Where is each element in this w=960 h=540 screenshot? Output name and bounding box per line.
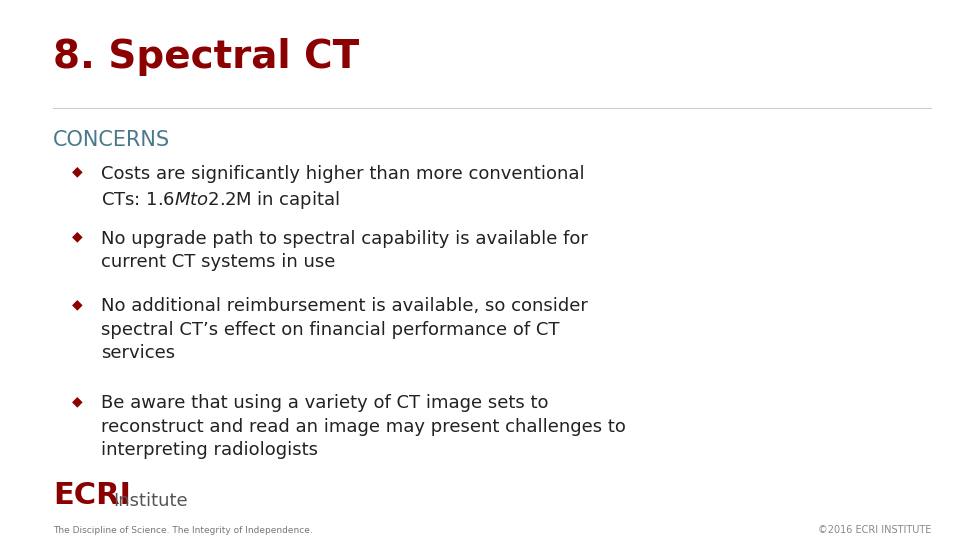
Text: No additional reimbursement is available, so consider
spectral CT’s effect on fi: No additional reimbursement is available… (101, 297, 588, 362)
Text: Institute: Institute (113, 492, 188, 510)
Text: Be aware that using a variety of CT image sets to
reconstruct and read an image : Be aware that using a variety of CT imag… (101, 394, 626, 460)
Text: CONCERNS: CONCERNS (53, 130, 170, 150)
Text: ECRI: ECRI (53, 481, 131, 510)
Text: The Discipline of Science. The Integrity of Independence.: The Discipline of Science. The Integrity… (53, 525, 313, 535)
Text: ◆: ◆ (72, 230, 83, 244)
Text: ◆: ◆ (72, 394, 83, 408)
Text: ◆: ◆ (72, 297, 83, 311)
Text: No upgrade path to spectral capability is available for
current CT systems in us: No upgrade path to spectral capability i… (101, 230, 588, 271)
Text: ◆: ◆ (72, 165, 83, 179)
Text: Costs are significantly higher than more conventional
CTs: $1.6M to $2.2M in cap: Costs are significantly higher than more… (101, 165, 585, 211)
Text: 8. Spectral CT: 8. Spectral CT (53, 38, 359, 76)
Text: ©2016 ECRI INSTITUTE: ©2016 ECRI INSTITUTE (818, 524, 931, 535)
